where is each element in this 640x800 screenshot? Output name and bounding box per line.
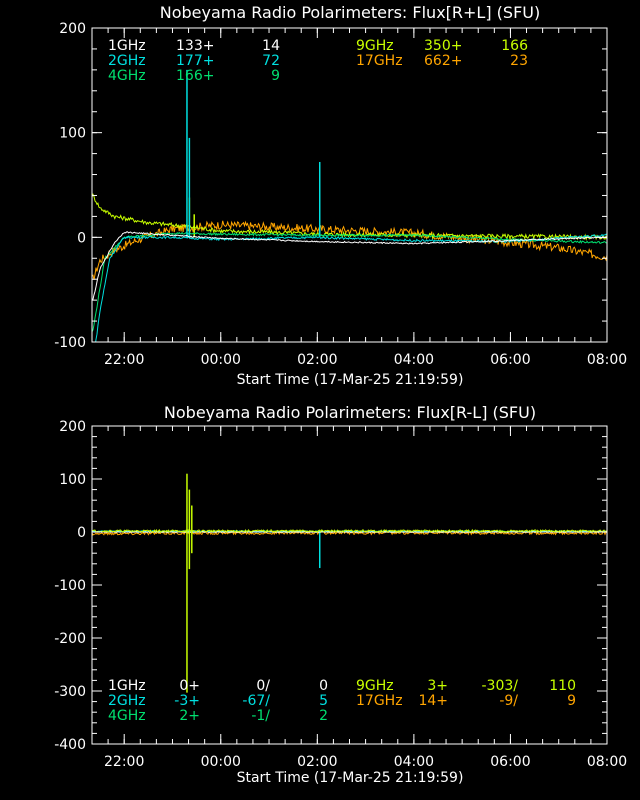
legend-band: 1GHz bbox=[108, 678, 146, 694]
y-tick-label: 0 bbox=[77, 525, 86, 541]
legend-band: 2GHz bbox=[108, 53, 146, 69]
x-tick-label: 04:00 bbox=[394, 754, 434, 770]
series-line-9GHz bbox=[92, 193, 607, 241]
chart-rl-diff: Nobeyama Radio Polarimeters: Flux[R-L] (… bbox=[54, 403, 627, 786]
x-tick-label: 06:00 bbox=[490, 754, 530, 770]
legend-v1: 3+ bbox=[427, 678, 448, 694]
legend-band: 9GHz bbox=[356, 678, 394, 694]
legend-v3: 0 bbox=[319, 678, 328, 694]
x-tick-label: 08:00 bbox=[587, 754, 627, 770]
plot-area: 22:00 00:00 02:00 04:00 06:00 08:00 -100 0 100 20… bbox=[54, 21, 627, 368]
legend-v2: -67/ bbox=[242, 693, 270, 709]
legend-v2: 166 bbox=[501, 38, 528, 54]
legend-v1: 166+ bbox=[176, 68, 214, 84]
series-line-9GHz bbox=[92, 528, 607, 533]
chart-rl-sum: Nobeyama Radio Polarimeters: Flux[R+L] (… bbox=[54, 3, 627, 388]
plot-frame bbox=[91, 425, 608, 745]
series-line-2GHz bbox=[95, 233, 607, 342]
legend-v2: 72 bbox=[262, 53, 280, 69]
series-line-17GHz bbox=[92, 530, 607, 536]
legend-v3: 5 bbox=[319, 693, 328, 709]
legend-v1: 2+ bbox=[179, 708, 200, 724]
legend-v3: 2 bbox=[319, 708, 328, 724]
legend-v2: -9/ bbox=[499, 693, 518, 709]
x-axis-label: Start Time (17-Mar-25 21:19:59) bbox=[237, 372, 464, 388]
legend-v1: 14+ bbox=[418, 693, 448, 709]
x-tick-label: 06:00 bbox=[490, 352, 530, 368]
chart-title: Nobeyama Radio Polarimeters: Flux[R-L] (… bbox=[164, 403, 536, 422]
legend-v1: 133+ bbox=[176, 38, 214, 54]
x-tick-label: 00:00 bbox=[201, 754, 241, 770]
y-tick-label: -400 bbox=[54, 737, 86, 753]
x-tick-label: 02:00 bbox=[297, 352, 337, 368]
legend-v2: 23 bbox=[510, 53, 528, 69]
legend-band: 1GHz bbox=[108, 38, 146, 54]
x-tick-label: 22:00 bbox=[104, 754, 144, 770]
x-tick-label: 02:00 bbox=[297, 754, 337, 770]
x-tick-label: 22:00 bbox=[104, 352, 144, 368]
legend-v1: -3+ bbox=[174, 693, 200, 709]
series-group bbox=[92, 473, 607, 693]
y-tick-label: 200 bbox=[59, 419, 86, 435]
y-tick-label: -300 bbox=[54, 684, 86, 700]
legend-v3: 9 bbox=[567, 693, 576, 709]
series-line-17GHz bbox=[92, 220, 607, 280]
legend-v1: 662+ bbox=[424, 53, 462, 69]
legend-band: 17GHz bbox=[356, 53, 403, 69]
y-tick-label: 0 bbox=[77, 230, 86, 246]
legend-v2: -1/ bbox=[251, 708, 270, 724]
plot-area: 22:00 00:00 02:00 04:00 06:00 08:00 -400 -300 -2… bbox=[54, 419, 627, 770]
x-tick-label: 04:00 bbox=[394, 352, 434, 368]
chart-title: Nobeyama Radio Polarimeters: Flux[R+L] (… bbox=[160, 3, 540, 22]
legend-v2: 0/ bbox=[256, 678, 270, 694]
legend-v1: 177+ bbox=[176, 53, 214, 69]
legend-band: 2GHz bbox=[108, 693, 146, 709]
series-line-4GHz bbox=[92, 231, 607, 333]
legend: 1GHz 0+ 0/0 9GHz 3+ -303/110 2GHz -3+ -67/5 17GHz… bbox=[108, 678, 576, 724]
y-tick-label: -200 bbox=[54, 631, 86, 647]
legend-v3: 110 bbox=[549, 678, 576, 694]
legend-band: 4GHz bbox=[108, 708, 146, 724]
x-tick-label: 08:00 bbox=[587, 352, 627, 368]
y-tick-label: 200 bbox=[59, 21, 86, 37]
x-tick-label: 00:00 bbox=[201, 352, 241, 368]
legend-v2: 9 bbox=[271, 68, 280, 84]
legend-band: 17GHz bbox=[356, 693, 403, 709]
y-tick-label: 100 bbox=[59, 126, 86, 142]
legend-v1: 350+ bbox=[424, 38, 462, 54]
plot-frame bbox=[91, 27, 608, 343]
y-tick-label: -100 bbox=[54, 335, 86, 351]
x-axis-label: Start Time (17-Mar-25 21:19:59) bbox=[237, 770, 464, 786]
y-tick-label: -100 bbox=[54, 578, 86, 594]
legend: 1GHz 133+ 14 9GHz 350+ 166 2GHz 177+ 72 17GHz 662+… bbox=[108, 38, 528, 84]
series-group bbox=[92, 69, 607, 342]
legend-band: 9GHz bbox=[356, 38, 394, 54]
y-tick-label: 100 bbox=[59, 472, 86, 488]
legend-v2: 14 bbox=[262, 38, 280, 54]
legend-v2: -303/ bbox=[482, 678, 519, 694]
legend-v1: 0+ bbox=[179, 678, 200, 694]
legend-band: 4GHz bbox=[108, 68, 146, 84]
series-line-1GHz bbox=[92, 231, 607, 301]
